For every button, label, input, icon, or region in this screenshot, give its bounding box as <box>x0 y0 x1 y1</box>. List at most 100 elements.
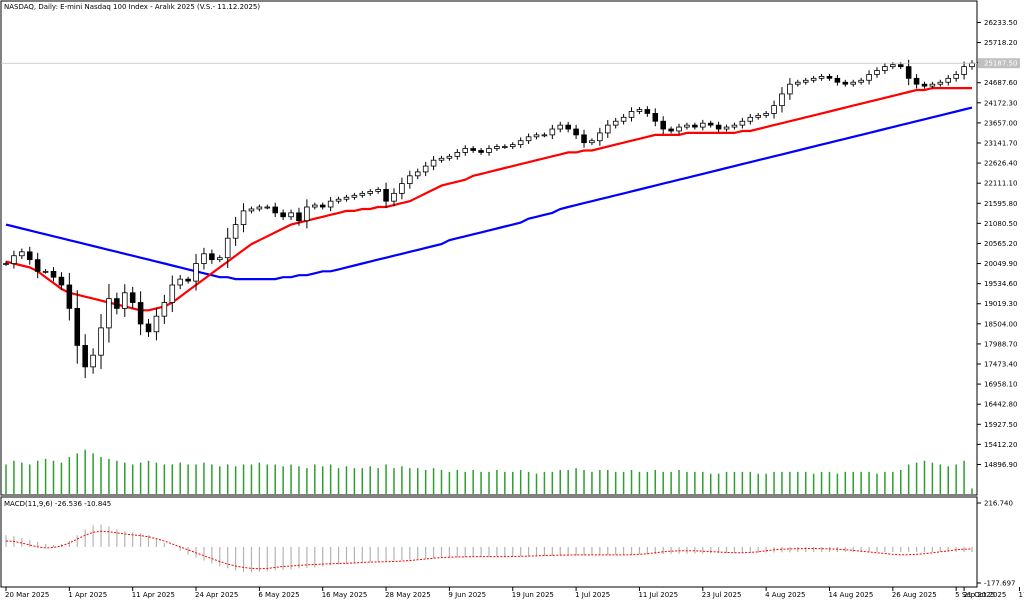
candle-body <box>858 79 864 83</box>
candle-body <box>98 327 104 356</box>
date-tick-label: 20 Mar 2025 <box>5 591 49 599</box>
candle-body <box>882 66 888 71</box>
candle-body <box>866 74 872 81</box>
candle-body <box>486 148 492 153</box>
candle-body <box>359 192 366 196</box>
candle-body <box>700 122 706 128</box>
date-tick-label: 19 Jun 2025 <box>512 591 554 599</box>
ma-slow-line <box>5 106 973 281</box>
candle-body <box>312 204 318 208</box>
date-tick-label: 16 May 2025 <box>322 591 368 599</box>
chart-title: NASDAQ, Daily: E-mini Nasdaq 100 Index -… <box>4 3 260 11</box>
candle-body <box>367 191 374 194</box>
candle-body <box>106 298 112 329</box>
candle-body <box>842 81 849 85</box>
candle-body <box>185 278 191 282</box>
candle-body <box>747 116 754 122</box>
candle-body <box>660 120 666 130</box>
candle-body <box>597 132 603 142</box>
candle-body <box>953 74 959 79</box>
price-panel[interactable] <box>0 0 978 496</box>
candle-body <box>771 105 777 114</box>
candle-body <box>319 204 326 208</box>
candle-body <box>193 263 199 282</box>
volume-bars <box>5 449 973 494</box>
price-tick-label: 16958.10 <box>984 381 1017 389</box>
date-tick-label: 21 Oct 2025 <box>963 591 1006 599</box>
candle-body <box>715 124 722 130</box>
candle-body <box>509 144 516 147</box>
price-tick-label: 19534.60 <box>984 280 1017 288</box>
candle-body <box>11 255 17 264</box>
candle-body <box>652 113 659 122</box>
candle-body <box>351 194 358 198</box>
price-tick-label: 22626.40 <box>984 160 1017 168</box>
candle-body <box>557 124 564 130</box>
date-tick-label: 4 Aug 2025 <box>765 591 805 599</box>
price-tick-label: 26233.50 <box>984 19 1017 27</box>
price-tick-label: 20049.90 <box>984 260 1017 268</box>
candle-body <box>470 148 476 151</box>
candle-body <box>834 77 841 83</box>
price-tick-label: 23141.70 <box>984 139 1017 147</box>
macd-label: MACD(11,9,6) -26.536 -10.845 <box>4 500 111 508</box>
candle-body <box>692 124 698 128</box>
price-tick-label: 22111.10 <box>984 180 1017 188</box>
macd-signal-line <box>5 530 973 570</box>
candle-body <box>897 64 904 68</box>
date-tick-label: 1 Jul 2025 <box>575 591 610 599</box>
candle-body <box>795 81 801 85</box>
candle-body <box>604 124 611 134</box>
candle-body <box>763 113 769 116</box>
candle-body <box>937 81 944 85</box>
candle-body <box>240 210 247 225</box>
candle-body <box>731 124 738 128</box>
date-tick-label: 23 Jul 2025 <box>702 591 742 599</box>
date-tick-label: 14 Aug 2025 <box>828 591 873 599</box>
candle-body <box>3 263 9 265</box>
candle-body <box>818 75 825 79</box>
candle-body <box>533 134 540 138</box>
candle-body <box>573 128 579 136</box>
candle-body <box>217 257 223 261</box>
candle-body <box>304 206 310 222</box>
candle-body <box>296 212 302 222</box>
price-axis: 26233.5025718.2025202.9024687.6024172.30… <box>977 19 1017 469</box>
candle-body <box>890 64 896 68</box>
price-tick-label: 14896.90 <box>984 461 1017 469</box>
candle-body <box>26 251 33 261</box>
candle-body <box>137 302 144 325</box>
candle-body <box>541 134 548 137</box>
candle-body <box>248 208 255 212</box>
price-tick-label: 16442.80 <box>984 401 1017 409</box>
candle-body <box>42 270 49 273</box>
candle-body <box>288 212 294 218</box>
candle-body <box>913 77 920 85</box>
candle-body <box>50 270 57 278</box>
macd-tick-label: 216.740 <box>984 500 1013 508</box>
macd-histogram <box>5 524 973 573</box>
candle-body <box>802 79 809 83</box>
candle-body <box>969 62 975 68</box>
date-tick-label: 28 May 2025 <box>385 591 431 599</box>
candle-body <box>549 128 556 136</box>
candle-body <box>264 206 271 209</box>
candle-body <box>810 77 817 81</box>
candle-body <box>787 83 793 95</box>
candle-body <box>905 66 912 79</box>
candle-body <box>232 224 239 239</box>
candle-body <box>19 251 25 257</box>
candle-body <box>755 114 761 118</box>
candle-body <box>177 278 183 286</box>
date-axis: 20 Mar 2025 1 Apr 2025 11 Apr 2025 24 Apr 2… <box>5 587 1024 599</box>
candle-body <box>335 198 342 202</box>
price-tick-label: 19019.30 <box>984 300 1017 308</box>
candle-body <box>929 83 936 87</box>
date-tick-label: 17 Sep 2025 <box>1019 591 1024 599</box>
candle-body <box>581 134 587 144</box>
candles[interactable] <box>3 59 975 379</box>
price-tick-label: 20565.20 <box>984 240 1017 248</box>
candle-body <box>438 157 445 161</box>
macd-panel[interactable] <box>0 496 978 588</box>
